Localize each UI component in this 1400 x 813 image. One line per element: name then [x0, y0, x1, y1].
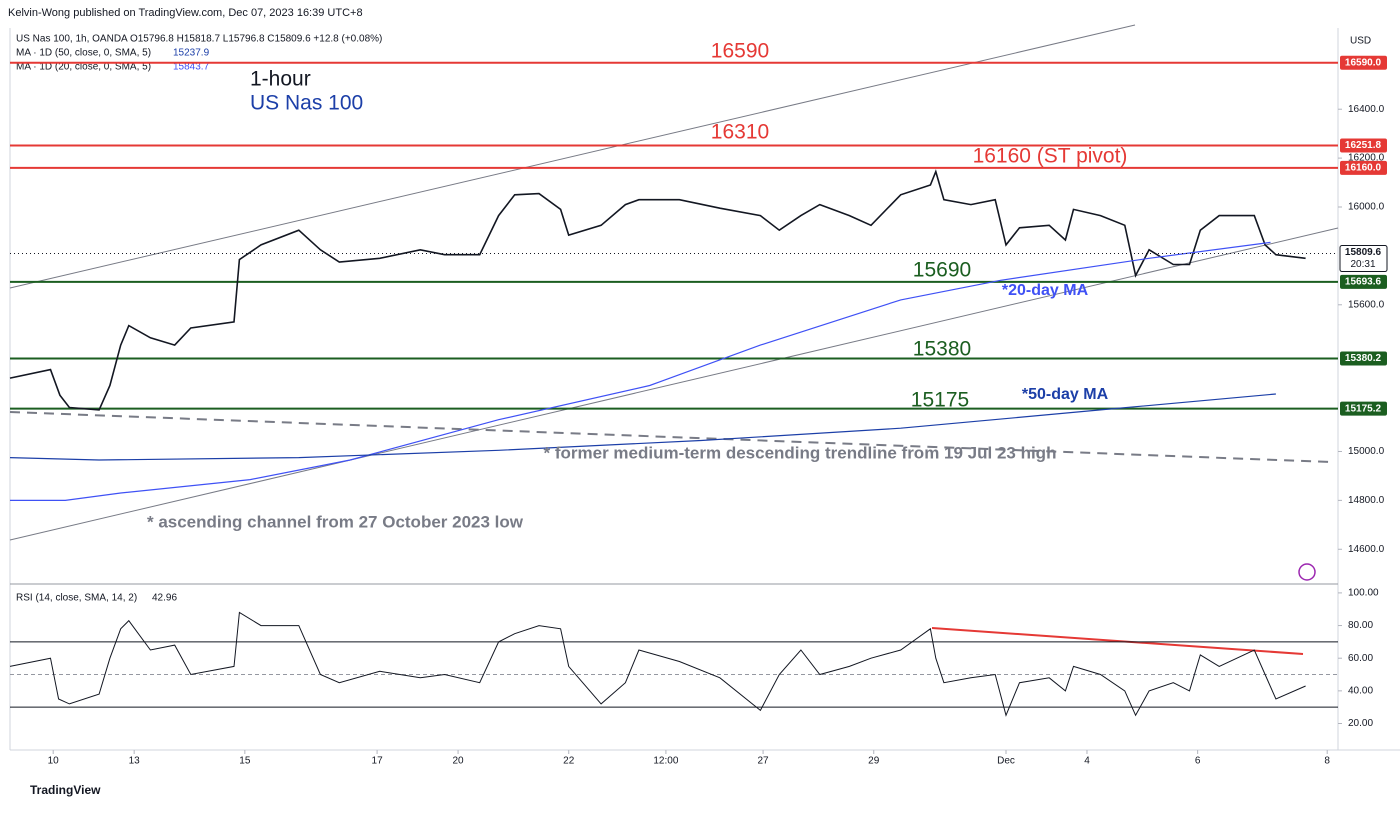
y-tick-label: 14600.0 [1348, 544, 1385, 555]
series-line [9, 393, 1276, 461]
x-tick-label: 15 [239, 756, 251, 767]
rsi-tick-label: 20.00 [1348, 718, 1373, 729]
series-line [10, 241, 1271, 501]
y-tick-label: 15000.0 [1348, 446, 1385, 457]
level-badge [1340, 274, 1387, 289]
subtitle: US Nas 100 [250, 92, 363, 115]
rsi-line [9, 611, 1306, 717]
annotation: 15690 [913, 259, 971, 282]
legend-text: MA · 1D (50, close, 0, SMA, 5) [16, 48, 151, 59]
level-badge-label: 15693.6 [1345, 277, 1382, 288]
x-tick-label: 12:00 [653, 756, 678, 767]
level-badge-label: 16590.0 [1345, 57, 1382, 68]
x-tick-label: 13 [129, 756, 141, 767]
annotation: 16590 [711, 40, 769, 63]
channel-lower [9, 227, 1339, 541]
rsi-tick-label: 80.00 [1348, 620, 1373, 631]
rsi-tick-label: 40.00 [1348, 685, 1373, 696]
last-price-label: 15809.6 [1345, 247, 1382, 258]
series-line [9, 169, 1306, 411]
legend-value: 15843.7 [173, 62, 210, 73]
x-tick-label: 29 [868, 756, 880, 767]
annotation: *50-day MA [1022, 386, 1109, 403]
legend-value: 15237.9 [173, 48, 210, 59]
annotation: * former medium-term descending trendlin… [544, 443, 1057, 462]
level-badge-label: 16160.0 [1345, 163, 1382, 174]
y-tick-label: 14800.0 [1348, 495, 1385, 506]
publisher: Kelvin-Wong published on TradingView.com… [8, 7, 363, 19]
level-badge [1340, 55, 1387, 70]
x-tick-label: 10 [48, 756, 60, 767]
y-tick-label: 16000.0 [1348, 202, 1385, 213]
level-badge-label: 15175.2 [1345, 403, 1382, 414]
annotation: 16310 [711, 121, 769, 144]
x-tick-label: 20 [453, 756, 465, 767]
level-badge [1340, 401, 1387, 416]
annotation: 15380 [913, 338, 971, 361]
y-tick-label: 16200.0 [1348, 153, 1385, 164]
x-tick-label: 22 [563, 756, 575, 767]
x-tick-label: 4 [1084, 756, 1090, 767]
last-price-badge [1339, 245, 1388, 273]
y-tick-label: 16400.0 [1348, 104, 1385, 115]
annotation: * ascending channel from 27 October 2023… [147, 512, 524, 531]
x-tick-label: 8 [1324, 756, 1330, 767]
annotation: 15175 [911, 389, 969, 412]
x-tick-label: 27 [758, 756, 770, 767]
level-badge [1340, 160, 1387, 175]
level-badge [1340, 351, 1387, 366]
currency: USD [1350, 36, 1371, 47]
rsi-tick-label: 60.00 [1348, 653, 1373, 664]
legend-text: MA · 1D (20, close, 0, SMA, 5) [16, 62, 151, 73]
legend-text: US Nas 100, 1h, OANDA O15796.8 H15818.7 … [16, 34, 382, 45]
alert-icon[interactable] [1298, 563, 1316, 581]
countdown: 20:31 [1350, 259, 1375, 270]
y-tick-label: 15600.0 [1348, 299, 1385, 310]
rsi-divergence [931, 627, 1304, 655]
title: 1-hour [250, 68, 311, 91]
rsi-value: 42.96 [152, 593, 177, 604]
annotation: *20-day MA [1002, 282, 1089, 299]
annotation: 16160 (ST pivot) [973, 145, 1128, 168]
rsi-label: RSI (14, close, SMA, 14, 2) [16, 593, 137, 604]
level-badge [1340, 138, 1387, 153]
level-badge-label: 15380.2 [1345, 353, 1382, 364]
channel-upper [9, 24, 1136, 289]
x-tick-label: Dec [997, 756, 1015, 767]
x-tick-label: 17 [372, 756, 384, 767]
x-tick-label: 6 [1195, 756, 1201, 767]
brand: TradingView [30, 783, 101, 797]
rsi-tick-label: 100.00 [1348, 588, 1379, 599]
level-badge-label: 16251.8 [1345, 140, 1382, 151]
